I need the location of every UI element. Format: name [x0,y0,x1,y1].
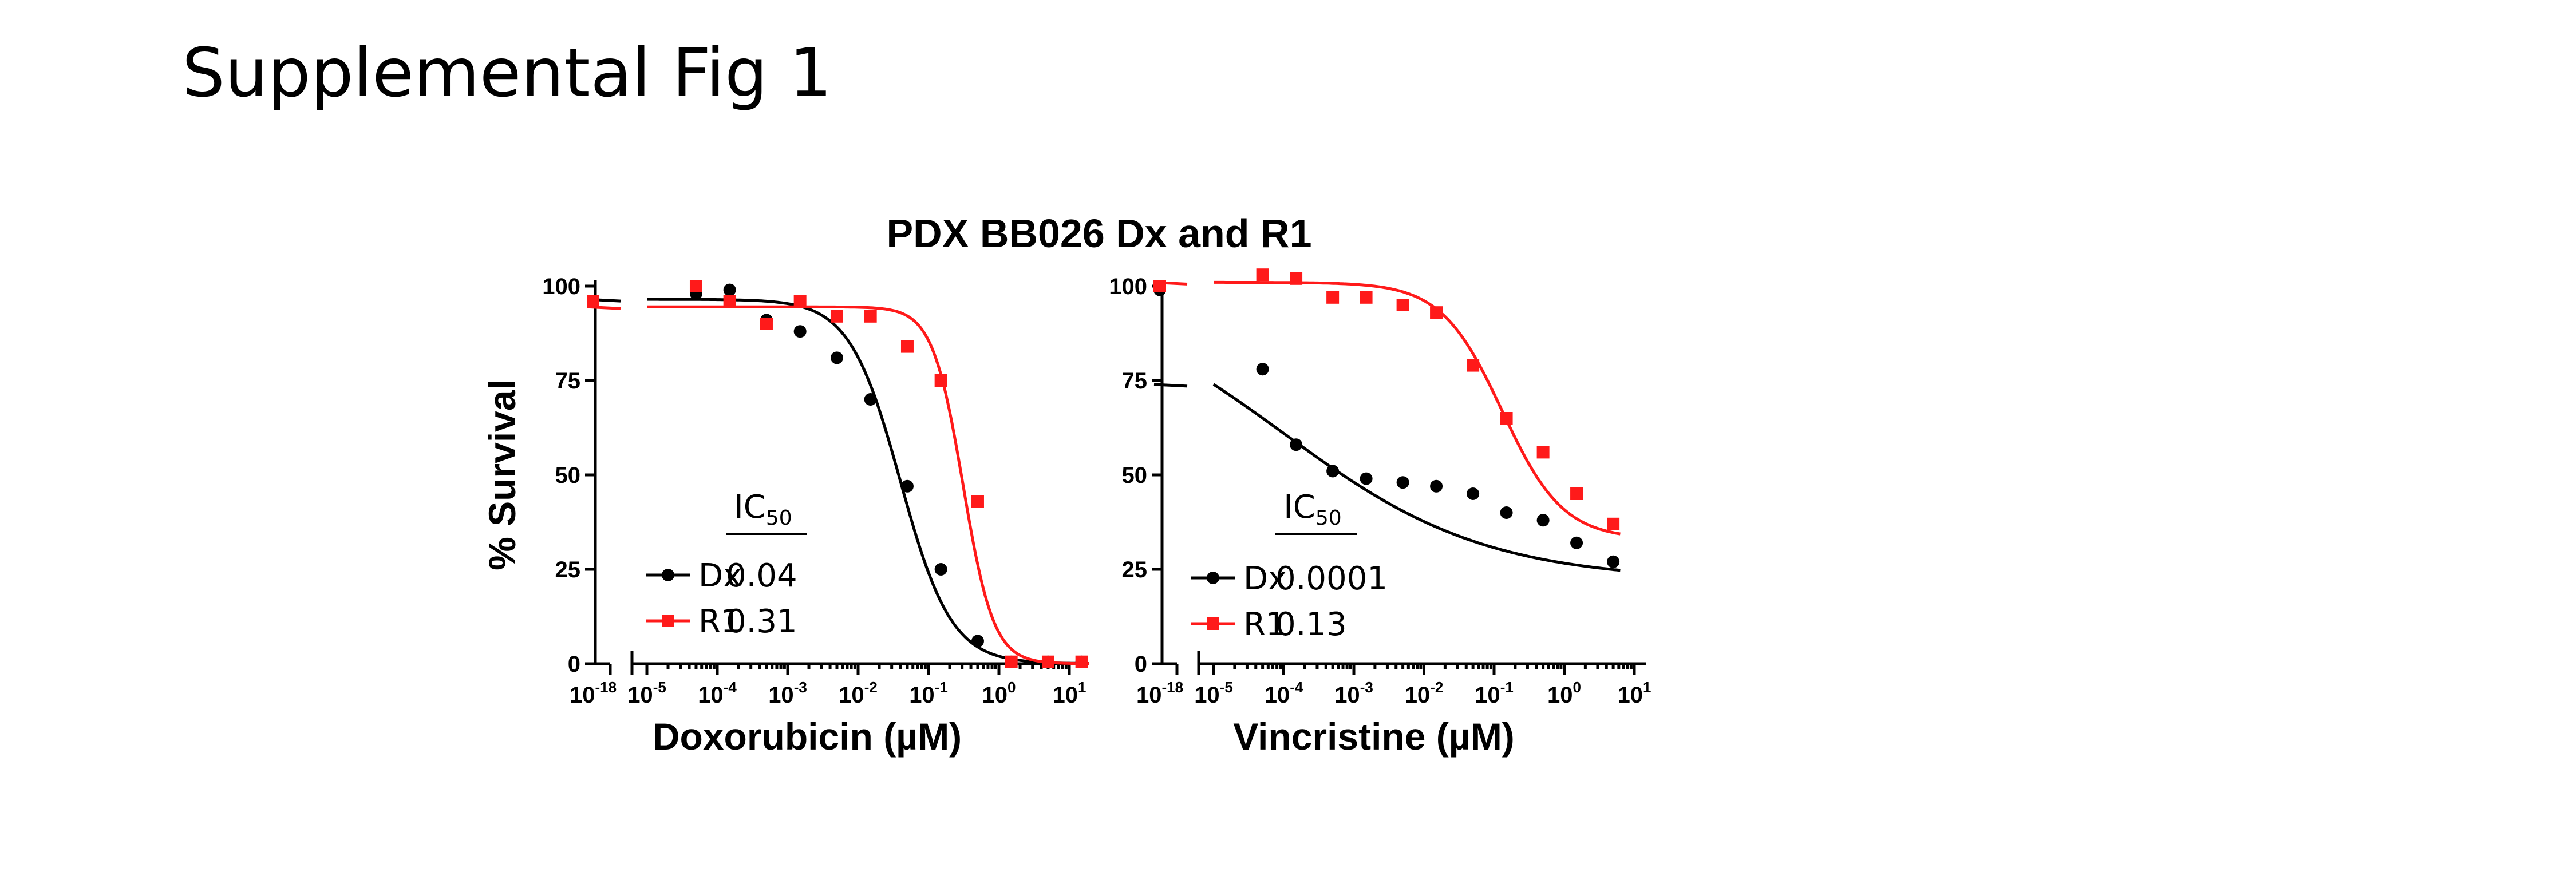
data-point [1570,487,1583,500]
data-point [1467,487,1480,500]
data-point [1360,291,1373,304]
data-point [689,280,702,292]
series-dx: Dx0.04 [587,283,1089,668]
legend-marker [662,615,674,627]
data-point [1430,479,1443,493]
panel-title: PDX BB026 Dx and R1 [886,211,1312,256]
series-r1: R10.31 [587,280,1089,668]
x-tick-label: 10-5 [1194,679,1233,708]
data-point [1570,536,1583,549]
data-point [760,318,773,330]
data-point [864,393,877,406]
x-tick-label: 100 [1547,679,1581,708]
fit-curve [1214,280,1621,536]
data-point [1005,655,1018,668]
x-tick-label: 10-18 [570,679,617,708]
data-point [1153,280,1166,292]
x-tick-label: 100 [982,679,1016,708]
y-tick-label: 50 [1122,463,1148,488]
data-point [1607,517,1620,530]
x-tick-label: 10-18 [1136,679,1183,708]
legend-marker [1207,617,1219,630]
y-tick-label: 25 [1122,557,1148,582]
data-point [1290,272,1303,285]
data-point [1326,465,1340,478]
y-tick-label: 0 [568,652,580,677]
x-tick-label: 10-2 [1405,679,1444,708]
data-point [934,374,947,387]
x-tick-label: 10-3 [768,679,807,708]
x-tick-label: 10-4 [1265,679,1303,708]
data-point [1430,306,1443,319]
legend-label: Dx [1243,560,1287,597]
data-point [1041,655,1054,668]
y-tick-label: 0 [1135,652,1147,677]
legend-header: IC50 [1283,489,1341,530]
fit-curve [1212,383,1621,572]
data-point [723,283,736,296]
x-tick-label: 10-1 [1475,679,1514,708]
data-point [1536,514,1550,527]
data-point [900,479,914,493]
series-dx: Dx0.0001 [1153,283,1621,597]
y-tick-label: 75 [555,368,581,394]
data-point [1467,359,1480,372]
legend-marker [1207,572,1219,584]
figure-label: Supplemental Fig 1 [182,33,832,112]
data-point [864,310,877,323]
x-tick-label: 10-5 [627,679,666,708]
y-tick-label: 100 [542,274,580,299]
legend-label: R1 [698,603,741,640]
data-point [1607,555,1620,568]
data-point [1536,446,1550,459]
y-tick-label: 75 [1122,368,1148,394]
data-point [1500,412,1513,425]
x-axis-title: Vincristine (µM) [1233,715,1515,758]
chart-2: 0 25 50 75 100 10-18 10-5 10-4 10-3 10-2 10-1 100 10… [1109,268,1651,758]
x-axis-title: Doxorubicin (µM) [653,715,962,758]
legend-marker [662,569,674,581]
data-point [793,295,807,308]
fit-curve [647,305,1089,665]
x-tick-label: 10-4 [698,679,737,708]
data-point [900,340,914,353]
chart-1: 0 25 50 75 100 10-18 10-5 10-4 10-3 10-2 10-1 100 10… [481,274,1089,758]
data-point [1256,268,1269,282]
x-tick-label: 101 [1618,679,1652,708]
y-tick-label: 50 [555,463,581,488]
x-tick-label: 10-3 [1334,679,1373,708]
y-axis-title: % Survival [481,379,523,570]
data-point [971,635,984,648]
x-tick-label: 10-1 [909,679,948,708]
legend-ic50-value: 0.31 [726,603,797,640]
data-point [1256,363,1269,376]
data-point [1396,476,1409,489]
series-r1: R10.13 [1153,268,1621,643]
data-point [793,325,807,338]
legend-ic50-value: 0.0001 [1275,560,1388,597]
data-point [1326,291,1340,304]
data-point [1360,472,1373,485]
data-point [830,351,843,364]
data-point [1396,299,1409,311]
data-point [1075,655,1088,668]
data-point [830,310,843,323]
fit-curve-zero [1153,383,1188,388]
data-point [1290,438,1303,451]
data-point [723,295,736,308]
x-tick-label: 10-2 [839,679,878,708]
legend-label: Dx [698,557,742,594]
data-point [934,563,947,576]
legend-ic50-value: 0.04 [726,557,797,594]
legend-label: R1 [1243,606,1286,643]
data-point [971,495,984,508]
legend-header: IC50 [734,489,792,530]
data-point [1500,506,1513,519]
y-tick-label: 25 [555,557,581,582]
x-tick-label: 101 [1053,679,1086,708]
legend-ic50-value: 0.13 [1275,606,1347,643]
y-tick-label: 100 [1109,274,1147,299]
data-point [587,295,599,308]
